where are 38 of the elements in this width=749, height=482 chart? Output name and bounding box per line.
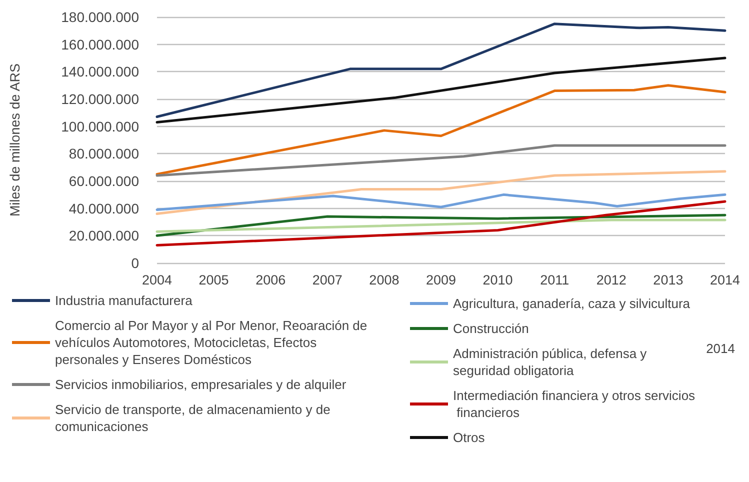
x-tick-label: 2009 — [426, 272, 456, 288]
legend-label: Otros — [453, 430, 486, 445]
legend-label: Agricultura, ganadería, caza y silvicultura — [453, 296, 691, 311]
x-tick-label: 2013 — [653, 272, 684, 288]
x-tick-label: 2011 — [540, 272, 570, 288]
line-series — [156, 193, 726, 211]
y-tick-label: 160.000.000 — [61, 36, 140, 52]
legend-label: Servicio de transporte, de almacenamiento y de comunicaciones — [55, 402, 334, 434]
y-tick-label: 20.000.000 — [68, 228, 140, 244]
x-tick-label: 2007 — [312, 272, 342, 288]
x-tick-label: 2012 — [596, 272, 626, 288]
y-tick-label: 140.000.000 — [61, 64, 140, 80]
y-tick-label: 80.000.000 — [68, 146, 140, 162]
legend-label: Comercio al Por Mayor y al Por Menor, Reoaración de vehículos Automotores, Motocicletas, Efectos personales y Enseres Domésticos — [55, 318, 371, 367]
x-tick-label: 2008 — [369, 272, 400, 288]
line-series — [156, 56, 726, 124]
y-tick-label: 0 — [131, 255, 140, 271]
x-tick-label: 2006 — [256, 272, 286, 288]
line-series — [156, 84, 726, 176]
x-tick-label: 2010 — [482, 272, 513, 288]
y-tick-label: 100.000.000 — [61, 118, 140, 134]
y-tick-label: 60.000.000 — [68, 173, 140, 189]
y-axis-title: Miles de millones de ARS — [8, 63, 22, 217]
legend-label: Servicios inmobiliarios, empresariales y de alquiler — [55, 377, 347, 392]
line-series — [156, 200, 726, 246]
x-tick-label: 2014 — [710, 272, 740, 288]
line-series — [156, 214, 726, 237]
legend-label: Industria manufacturera — [55, 293, 194, 308]
legend-label: Construcción — [453, 321, 529, 336]
line-series — [156, 22, 726, 118]
legend-label: Administración pública, defensa y seguridad obligatoria — [453, 346, 650, 378]
y-tick-label: 180.000.000 — [61, 9, 140, 25]
y-tick-label: 120.000.000 — [61, 91, 140, 107]
y-tick-label: 40.000.000 — [68, 200, 140, 216]
text: 2014 — [706, 341, 735, 356]
x-tick-label: 2005 — [198, 272, 229, 288]
x-tick-label: 2004 — [142, 272, 172, 288]
legend-label: Intermediación financiera y otros servicios financieros — [453, 388, 696, 420]
